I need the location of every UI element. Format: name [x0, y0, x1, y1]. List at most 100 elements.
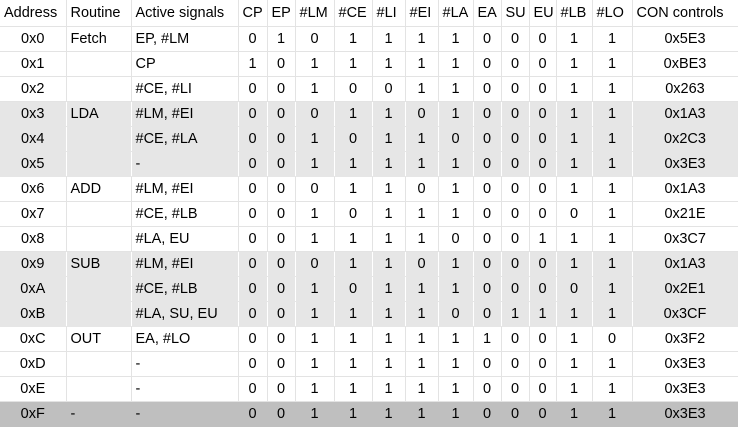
cell-lm: 1: [295, 351, 335, 377]
cell-ea: 0: [473, 76, 502, 102]
cell-con-controls: 0x1A3: [632, 176, 738, 202]
cell-ce: 1: [334, 401, 373, 427]
cell-lo: 1: [592, 176, 633, 202]
cell-cp: 0: [238, 176, 268, 202]
cell-ce: 1: [334, 176, 373, 202]
cell-active-signals: #CE, #LA: [131, 126, 239, 152]
cell-routine: [66, 226, 132, 252]
cell-ep: 0: [267, 401, 296, 427]
cell-ce: 1: [334, 226, 373, 252]
cell-ep: 0: [267, 101, 296, 127]
cell-su: 0: [501, 326, 530, 352]
cell-con-controls: 0x1A3: [632, 251, 738, 277]
cell-active-signals: #LM, #EI: [131, 101, 239, 127]
cell-li: 1: [372, 251, 406, 277]
cell-su: 0: [501, 126, 530, 152]
cell-active-signals: -: [131, 151, 239, 177]
cell-su: 0: [501, 201, 530, 227]
cell-routine: LDA: [66, 101, 132, 127]
cell-lo: 1: [592, 301, 633, 327]
cell-eu: 0: [529, 326, 557, 352]
cell-ei: 1: [405, 26, 439, 52]
cell-address: 0x7: [0, 201, 67, 227]
cell-lb: 1: [556, 301, 593, 327]
cell-lo: 1: [592, 101, 633, 127]
cell-ei: 1: [405, 276, 439, 302]
cell-ei: 0: [405, 176, 439, 202]
header-su: SU: [501, 0, 530, 27]
cell-la: 1: [438, 76, 474, 102]
cell-con-controls: 0x5E3: [632, 26, 738, 52]
cell-con-controls: 0x3E3: [632, 151, 738, 177]
cell-con-controls: 0x3CF: [632, 301, 738, 327]
cell-ep: 0: [267, 51, 296, 77]
table-row: 0xB #LA, SU, EU 0 0 1 1 1 1 0 0 1 1 1 1 0x3CF: [0, 301, 738, 327]
header-ce: #CE: [334, 0, 373, 27]
cell-cp: 0: [238, 101, 268, 127]
cell-ea: 0: [473, 251, 502, 277]
cell-address: 0x4: [0, 126, 67, 152]
cell-ea: 0: [473, 126, 502, 152]
cell-routine: [66, 351, 132, 377]
table-body: 0x0 Fetch EP, #LM 0 1 0 1 1 1 1 0 0 0 1 1 0x5E3 0x1 CP 1 0 1…: [0, 26, 738, 427]
cell-eu: 0: [529, 176, 557, 202]
cell-eu: 1: [529, 226, 557, 252]
header-routine: Routine: [66, 0, 132, 27]
cell-routine: [66, 126, 132, 152]
cell-su: 0: [501, 351, 530, 377]
cell-routine: SUB: [66, 251, 132, 277]
cell-la: 1: [438, 326, 474, 352]
cell-eu: 0: [529, 376, 557, 402]
cell-active-signals: EP, #LM: [131, 26, 239, 52]
cell-su: 0: [501, 76, 530, 102]
header-ea: EA: [473, 0, 502, 27]
cell-ep: 0: [267, 301, 296, 327]
cell-lm: 0: [295, 101, 335, 127]
cell-lo: 1: [592, 126, 633, 152]
cell-li: 1: [372, 101, 406, 127]
cell-eu: 0: [529, 276, 557, 302]
cell-li: 1: [372, 226, 406, 252]
cell-lb: 1: [556, 401, 593, 427]
cell-ce: 0: [334, 126, 373, 152]
cell-lb: 1: [556, 226, 593, 252]
cell-ea: 0: [473, 376, 502, 402]
cell-la: 1: [438, 376, 474, 402]
cell-ea: 0: [473, 301, 502, 327]
cell-address: 0xD: [0, 351, 67, 377]
cell-cp: 0: [238, 401, 268, 427]
cell-ep: 0: [267, 251, 296, 277]
cell-lo: 0: [592, 326, 633, 352]
cell-eu: 0: [529, 201, 557, 227]
header-active-signals: Active signals: [131, 0, 239, 27]
cell-ce: 1: [334, 26, 373, 52]
cell-active-signals: #LA, EU: [131, 226, 239, 252]
header-address: Address: [0, 0, 67, 27]
cell-li: 0: [372, 76, 406, 102]
cell-eu: 0: [529, 251, 557, 277]
table-row: 0x9 SUB #LM, #EI 0 0 0 1 1 0 1 0 0 0 1 1 0x1A3: [0, 251, 738, 277]
cell-ea: 0: [473, 276, 502, 302]
header-ei: #EI: [405, 0, 439, 27]
cell-routine: [66, 76, 132, 102]
cell-lm: 0: [295, 251, 335, 277]
cell-li: 1: [372, 51, 406, 77]
cell-cp: 0: [238, 351, 268, 377]
cell-lb: 0: [556, 201, 593, 227]
cell-active-signals: -: [131, 351, 239, 377]
cell-eu: 0: [529, 26, 557, 52]
cell-ea: 0: [473, 401, 502, 427]
cell-su: 0: [501, 376, 530, 402]
cell-ei: 1: [405, 151, 439, 177]
cell-lm: 1: [295, 226, 335, 252]
header-eu: EU: [529, 0, 557, 27]
cell-ce: 0: [334, 276, 373, 302]
table-row: 0x4 #CE, #LA 0 0 1 0 1 1 0 0 0 0 1 1 0x2C3: [0, 126, 738, 152]
cell-cp: 0: [238, 276, 268, 302]
cell-address: 0x3: [0, 101, 67, 127]
cell-ep: 1: [267, 26, 296, 52]
cell-ep: 0: [267, 151, 296, 177]
cell-la: 0: [438, 226, 474, 252]
cell-la: 1: [438, 251, 474, 277]
cell-address: 0xE: [0, 376, 67, 402]
